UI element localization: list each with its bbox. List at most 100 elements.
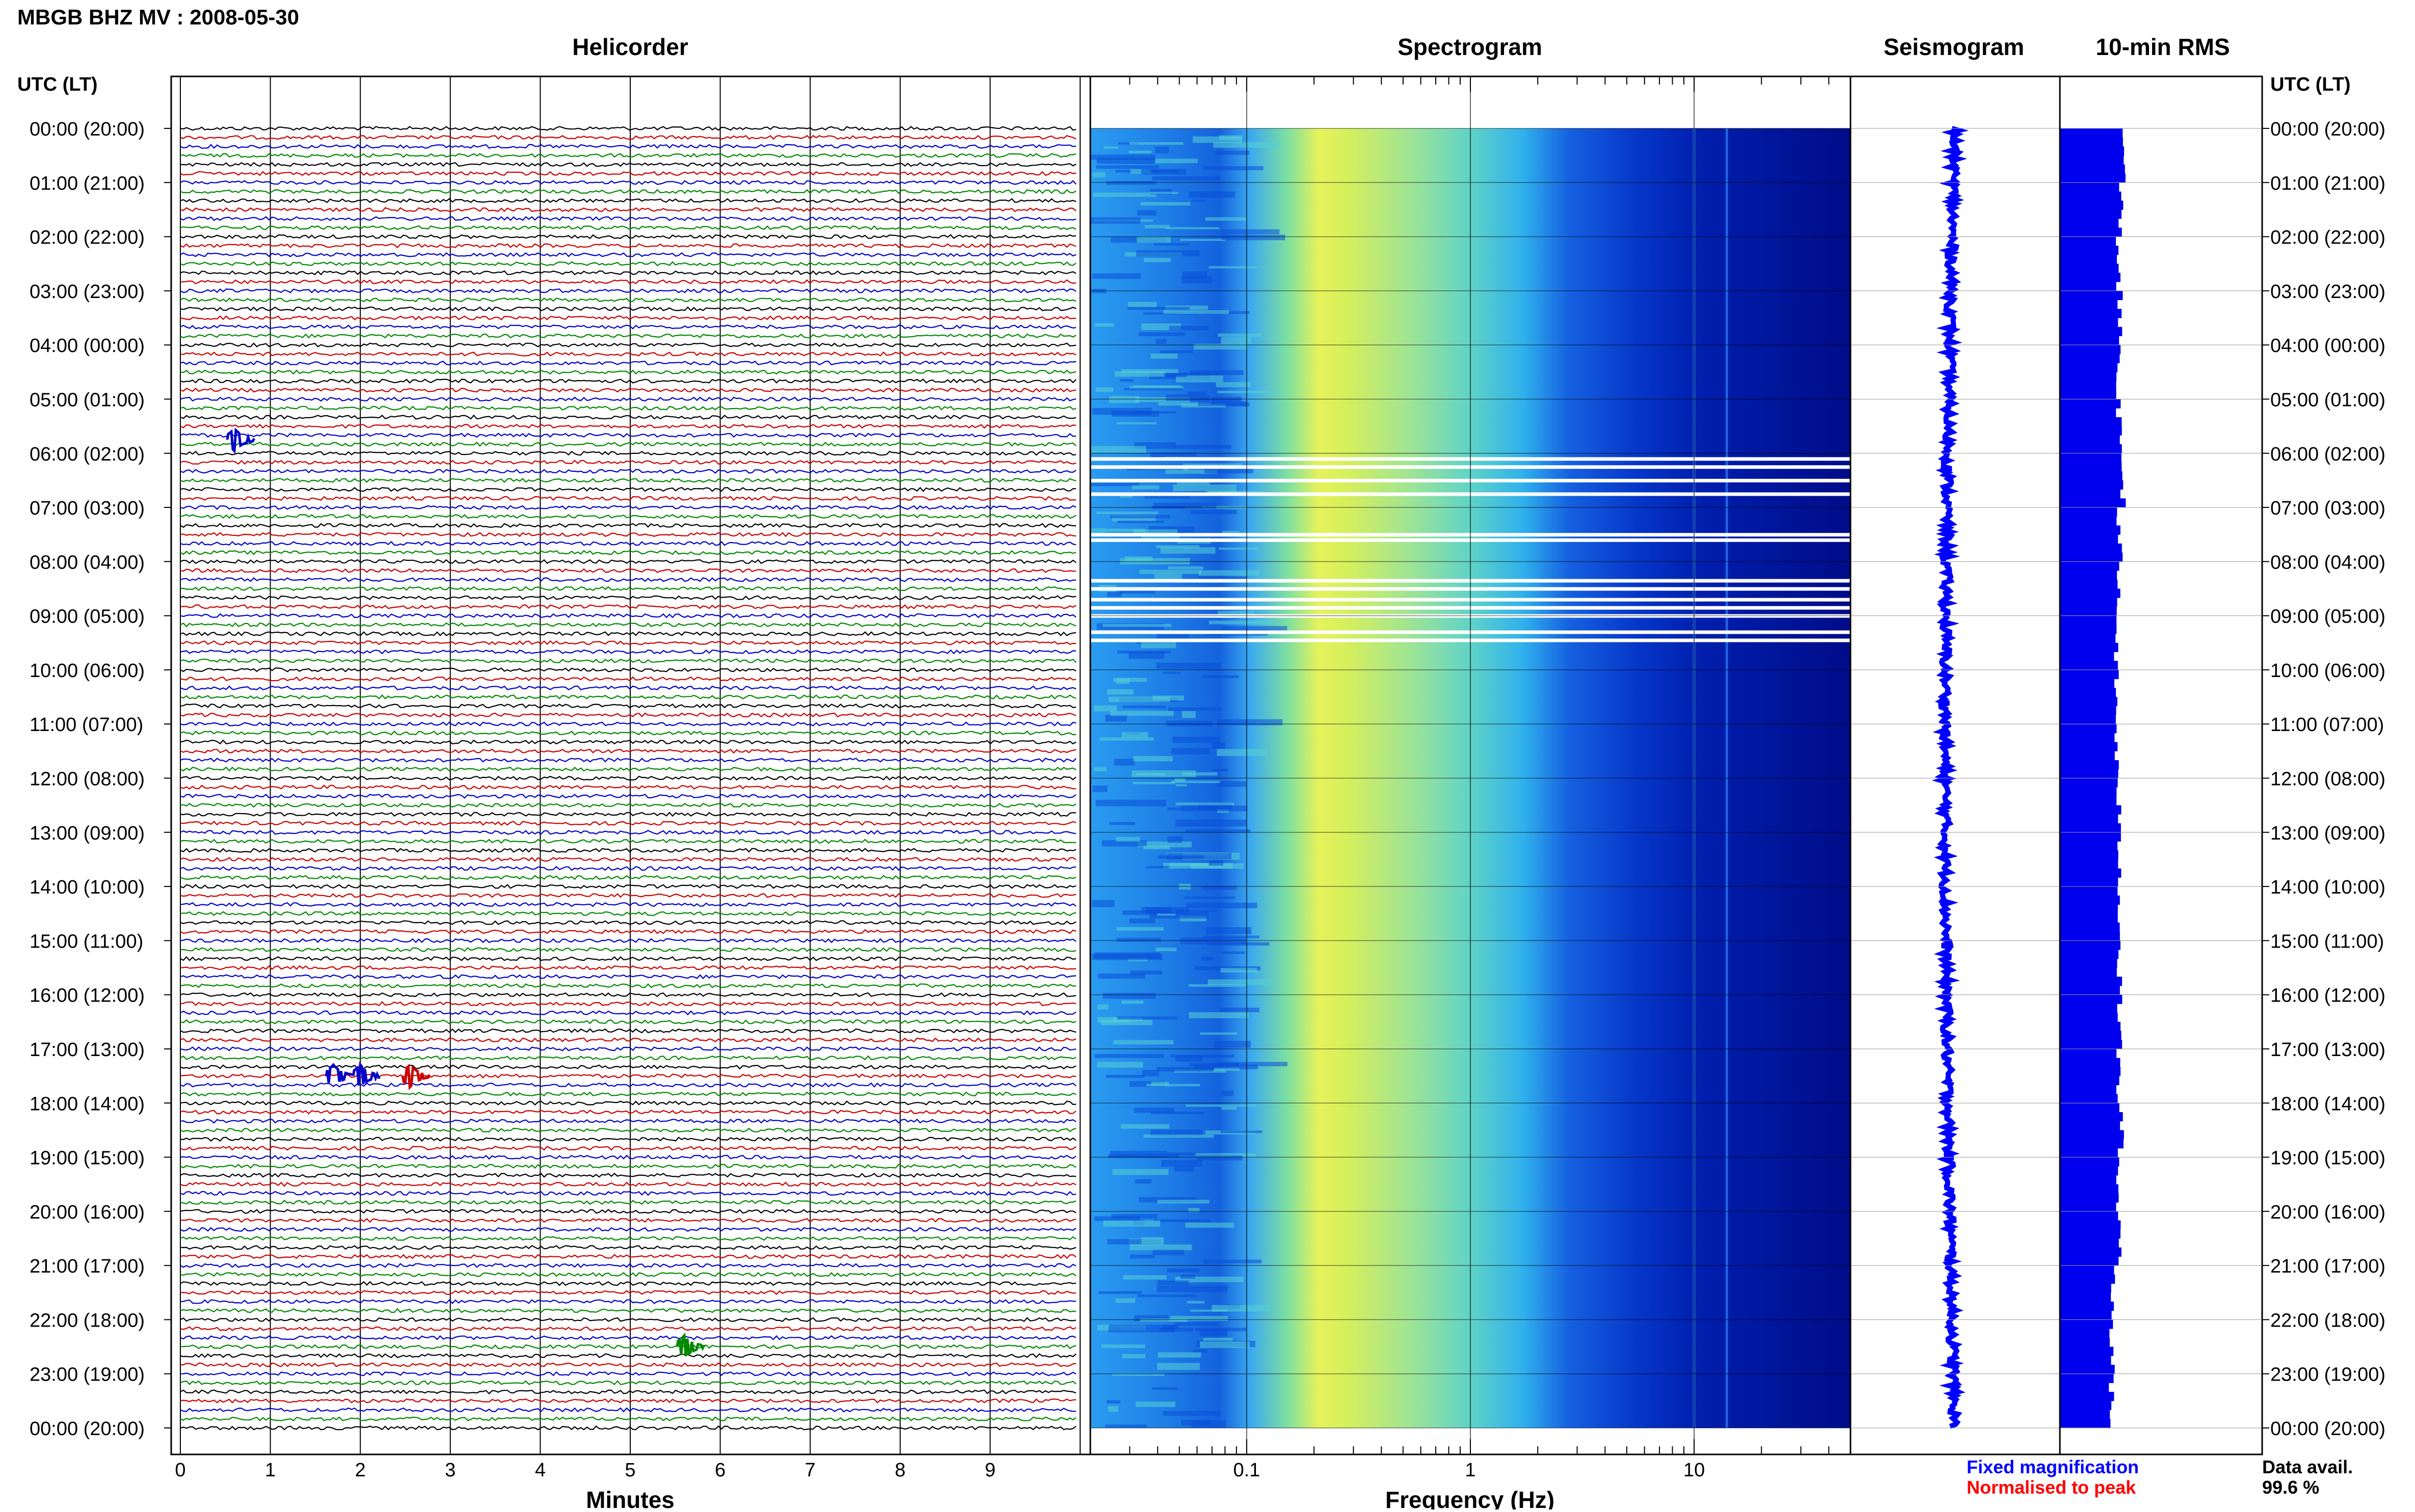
- rms-title: 10-min RMS: [2096, 34, 2230, 60]
- rms-bar: [2060, 336, 2119, 345]
- helicorder-trace: [180, 685, 1077, 691]
- spectrogram-texture: [1203, 675, 1239, 679]
- spectrogram-texture: [1171, 748, 1211, 754]
- rms-bar: [2060, 1112, 2123, 1122]
- helicorder-trace: [180, 559, 1077, 564]
- spectrogram-texture: [1167, 853, 1231, 859]
- spectrogram-texture: [1144, 495, 1190, 499]
- spectrogram-texture: [1140, 1318, 1188, 1322]
- helicorder-trace: [180, 450, 1077, 456]
- helicorder-trace: [180, 730, 1077, 736]
- spectrogram-xtick-label: 1: [1465, 1460, 1475, 1481]
- spectrogram-texture: [1169, 863, 1208, 866]
- spectrogram-texture: [1092, 786, 1108, 792]
- spectrogram-texture: [1107, 1400, 1121, 1403]
- rms-bar: [2060, 309, 2122, 318]
- rms-bar: [2060, 1283, 2111, 1293]
- rms-bar: [2060, 1373, 2114, 1383]
- spectrogram-texture: [1214, 1041, 1251, 1048]
- spectrogram-texture: [1175, 1277, 1244, 1282]
- rms-bar: [2060, 219, 2119, 228]
- helicorder-trace: [180, 965, 1077, 970]
- spectrogram-texture: [1096, 158, 1155, 164]
- left-hour-label: 16:00 (12:00): [30, 985, 145, 1007]
- rms-bar: [2060, 263, 2119, 273]
- spectrogram-texture: [1120, 495, 1133, 498]
- rms-bar: [2060, 1103, 2119, 1113]
- right-hour-labels: 00:00 (20:00) 01:00 (21:00) 02:00 (22:00) 0…: [2262, 119, 2385, 1440]
- helicorder-trace: [180, 342, 1077, 348]
- spectrogram-texture: [1136, 773, 1166, 776]
- helicorder-trace: [180, 1100, 1077, 1106]
- left-hour-label: 01:00 (21:00): [30, 173, 145, 194]
- spectrogram-texture: [1093, 705, 1117, 712]
- helicorder-trace: [180, 992, 1077, 997]
- spectrogram-texture: [1108, 1406, 1118, 1412]
- spectrogram-texture: [1173, 484, 1237, 492]
- spectrogram-texture: [1206, 491, 1265, 494]
- spectrogram-texture: [1193, 1349, 1208, 1353]
- spectrogram-texture: [1199, 576, 1247, 580]
- spectrogram-xlabel: Frequency (Hz): [1385, 1487, 1554, 1509]
- helicorder-trace: [180, 1371, 1077, 1376]
- rms-bar: [2060, 977, 2122, 986]
- spectrogram-texture: [1149, 192, 1178, 194]
- spectrogram-texture: [1222, 531, 1240, 535]
- helicorder-trace: [180, 279, 1077, 285]
- right-hour-label: 01:00 (21:00): [2270, 173, 2385, 194]
- spectrogram-texture: [1103, 1220, 1160, 1227]
- helicorder-trace: [180, 487, 1077, 492]
- spectrogram-texture: [1158, 402, 1211, 406]
- rms-bar: [2060, 796, 2117, 806]
- rms-bar: [2060, 769, 2118, 778]
- left-hour-label: 19:00 (15:00): [30, 1148, 145, 1169]
- helicorder-trace: [180, 1344, 1077, 1349]
- helicorder-trace: [180, 1389, 1077, 1395]
- spectrogram-texture: [1187, 1301, 1204, 1304]
- rms-bar: [2060, 850, 2118, 860]
- spectrogram-texture: [1158, 1352, 1201, 1358]
- spectrogram-texture: [1212, 1305, 1271, 1312]
- helicorder-trace: [180, 1362, 1077, 1367]
- right-hour-label: 02:00 (22:00): [2270, 227, 2385, 249]
- rms-bar: [2060, 1130, 2124, 1140]
- rms-bar: [2060, 778, 2118, 788]
- helicorder-trace: [180, 460, 1077, 465]
- helicorder-trace: [180, 1137, 1077, 1142]
- rms-bar: [2060, 1356, 2111, 1365]
- spectrogram-texture: [1221, 234, 1285, 240]
- spectrogram-texture: [1174, 778, 1186, 782]
- helicorder-trace: [180, 379, 1077, 384]
- helicorder-trace: [180, 649, 1077, 655]
- helicorder-trace: [180, 631, 1077, 636]
- right-hour-label: 12:00 (08:00): [2270, 769, 2385, 790]
- helicorder-trace: [180, 1127, 1077, 1133]
- rms-bar: [2060, 986, 2120, 995]
- spectrogram-texture: [1220, 229, 1280, 234]
- spectrogram-texture: [1112, 1373, 1165, 1376]
- rms-bar: [2060, 525, 2121, 535]
- helicorder-trace: [180, 586, 1077, 591]
- helicorder-xtick-label: 4: [535, 1460, 546, 1481]
- helicorder-trace: [180, 126, 1077, 131]
- helicorder-trace: [180, 144, 1077, 149]
- spectrogram-texture: [1157, 1285, 1228, 1292]
- helicorder-trace: [180, 821, 1077, 826]
- helicorder-trace: [180, 766, 1077, 772]
- helicorder-trace: [180, 442, 1077, 447]
- left-hour-label: 20:00 (16:00): [30, 1202, 145, 1223]
- spectrogram-texture: [1209, 266, 1257, 268]
- right-hour-label: 08:00 (04:00): [2270, 552, 2385, 573]
- rms-bar: [2060, 417, 2122, 427]
- spectrogram-texture: [1195, 1153, 1256, 1158]
- helicorder-trace: [180, 1001, 1077, 1007]
- right-hour-label: 11:00 (07:00): [2270, 714, 2384, 736]
- spectrogram-texture: [1096, 165, 1159, 169]
- helicorder-trace: [180, 875, 1077, 880]
- spectrogram-texture: [1205, 217, 1247, 221]
- spectrogram-texture: [1189, 370, 1244, 375]
- spectrogram-texture: [1220, 1007, 1259, 1012]
- rms-bar: [2060, 1265, 2114, 1275]
- rms-bar: [2060, 931, 2120, 941]
- spectrogram-texture: [1167, 836, 1183, 843]
